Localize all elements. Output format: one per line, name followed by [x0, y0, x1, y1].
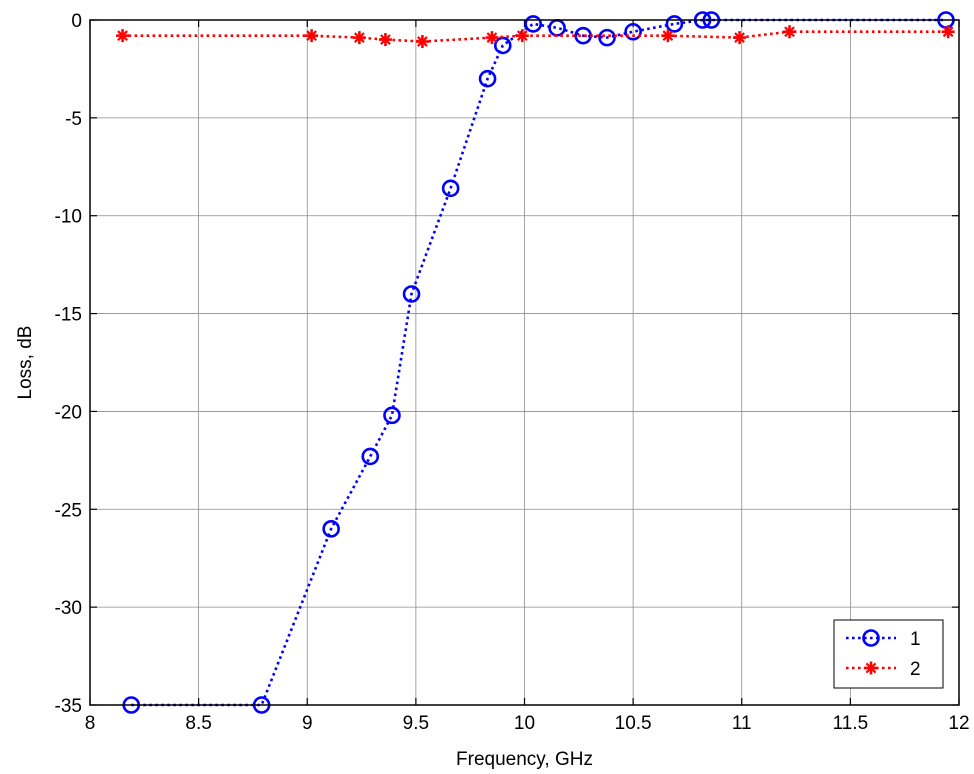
legend-label: 2 — [910, 659, 921, 680]
y-axis-label: Loss, dB — [15, 326, 36, 400]
y-tick-label: -20 — [55, 402, 82, 423]
y-tick-label: -25 — [55, 500, 82, 521]
plot-frame — [89, 19, 960, 706]
legend-marker — [864, 661, 878, 675]
series-1-point — [524, 15, 542, 33]
x-tick-label: 9.5 — [403, 713, 429, 734]
y-tick-label: -10 — [55, 207, 82, 228]
grid-lines — [90, 20, 959, 705]
x-axis-label: Frequency, GHz — [456, 749, 593, 770]
series-2-point — [116, 29, 130, 43]
legend-label: 1 — [910, 629, 921, 650]
x-tick-label: 11 — [732, 713, 752, 734]
series-1-point — [665, 15, 684, 33]
x-tick-label: 10.5 — [615, 713, 652, 734]
legend-entry-1: 1 — [846, 629, 921, 650]
series-1-point — [322, 520, 340, 538]
series-1-point — [402, 285, 421, 303]
y-tick-label: -15 — [55, 305, 82, 326]
series-2-point — [485, 31, 499, 45]
y-tick-label: -35 — [55, 696, 82, 717]
y-tick-label: 0 — [71, 11, 82, 32]
series-1-point — [441, 179, 460, 198]
legend-marker — [862, 629, 880, 647]
legend-box — [833, 619, 944, 689]
x-tick-label: 10 — [514, 713, 535, 734]
series-2-point — [515, 29, 529, 43]
y-tick-label: -5 — [65, 109, 82, 130]
x-tick-label: 11.5 — [833, 713, 869, 734]
series-1-point — [383, 406, 401, 425]
series-1-point — [478, 69, 497, 88]
series-2-point — [378, 33, 392, 47]
series-2-point — [352, 31, 366, 45]
series-1-point — [624, 22, 642, 41]
series-1-point — [598, 28, 616, 47]
x-tick-label: 12 — [948, 713, 969, 734]
tick-labels: 8 8.5 9 9.5 10 10.5 11 11.5 120-5-10-15-20-25-30… — [55, 11, 970, 734]
legend-entry-2: 2 — [846, 659, 921, 680]
series-1-line — [131, 18, 946, 707]
x-tick-label: 8 — [85, 713, 96, 734]
x-tick-label: 8.5 — [185, 713, 211, 734]
legend: 12 — [833, 619, 944, 689]
series-2-point — [305, 29, 319, 43]
y-tick-label: -30 — [55, 598, 82, 619]
series-2 — [116, 25, 955, 49]
series-2-point — [661, 29, 675, 43]
series-2-point — [783, 25, 797, 39]
x-tick-label: 9 — [302, 713, 313, 734]
series-1-point — [361, 447, 380, 466]
series-2-point — [733, 31, 747, 45]
series-2-point — [941, 25, 955, 39]
series-2-point — [415, 35, 429, 49]
